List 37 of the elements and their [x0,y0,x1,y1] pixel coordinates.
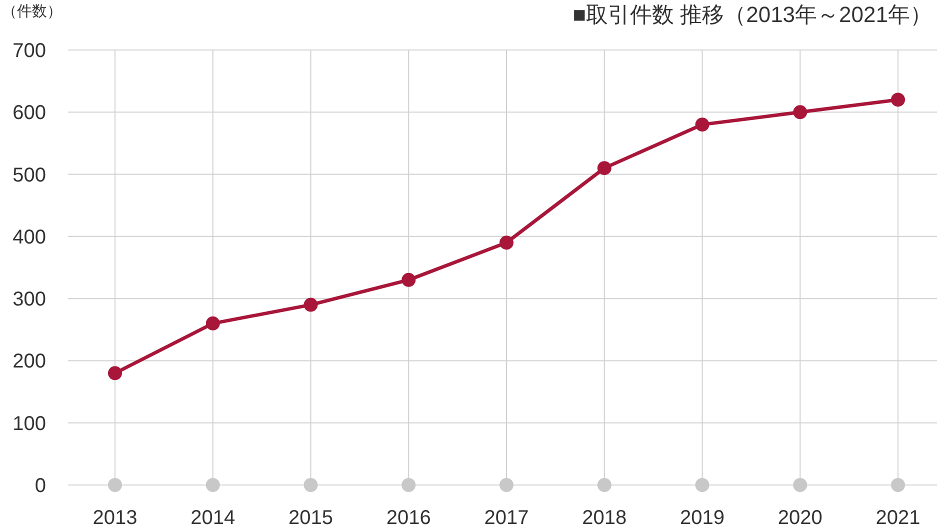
point [793,105,808,120]
x-tick-label: 2020 [778,507,822,528]
y-tick-label: 300 [12,288,46,311]
x-tick-label: 2021 [876,507,920,528]
y-tick-label: 700 [12,40,46,62]
x-tick-label: 2017 [484,507,529,528]
point [793,478,808,492]
point [402,478,416,492]
point [500,478,514,492]
point [304,298,318,312]
y-tick-label: 100 [12,412,46,435]
point [891,478,905,492]
point [402,272,416,287]
point [597,478,612,492]
x-tick-label: 2013 [92,507,138,528]
y-tick-label: 400 [12,226,46,248]
y-tick-label: 500 [12,164,46,186]
x-tick-label: 2015 [288,507,333,528]
point [695,478,710,492]
point [500,236,514,250]
point [597,161,612,176]
point [206,316,220,330]
point [891,92,905,107]
point [695,118,710,132]
x-tick-label: 2019 [680,507,724,528]
point [108,478,122,492]
x-tick-label: 2018 [582,507,627,528]
point [108,366,122,380]
x-tick-label: 2016 [386,507,431,528]
y-tick-label: 600 [12,102,46,124]
chart-title: ■取引件数 推移（2013年～2021年） [572,2,932,27]
x-tick-label: 2014 [190,507,236,528]
point [206,478,220,492]
y-axis-title: （件数） [2,3,62,20]
y-tick-label: 0 [34,475,46,497]
y-tick-label: 200 [12,350,46,373]
point [304,478,318,492]
